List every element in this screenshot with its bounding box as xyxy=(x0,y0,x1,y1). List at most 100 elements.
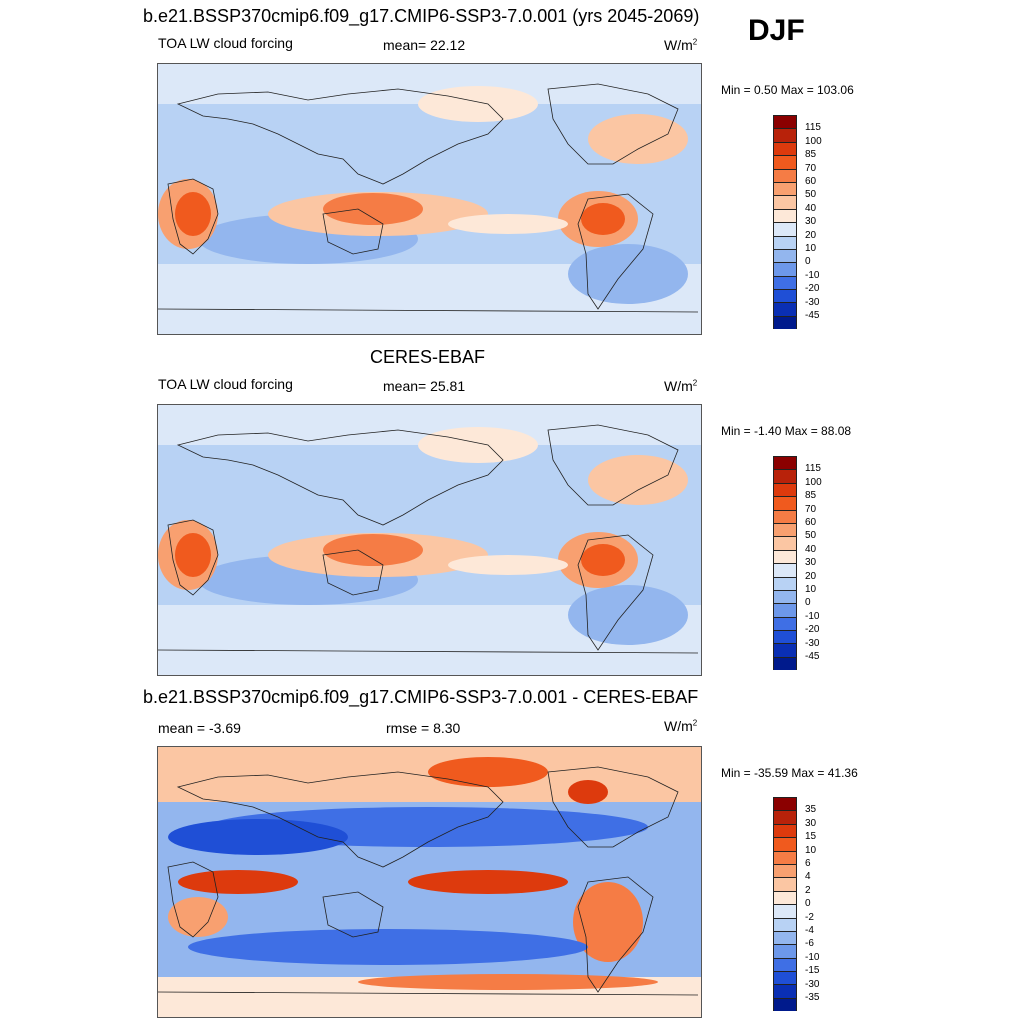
colorbar-swatch xyxy=(773,630,797,644)
colorbar-swatch xyxy=(773,456,797,470)
colorbar-tick-label: 35 xyxy=(805,804,817,816)
colorbar-tick-label: 40 xyxy=(805,543,817,555)
map-field xyxy=(158,405,701,675)
panel-2-mean-label: mean= 25.81 xyxy=(383,378,466,394)
colorbar-tick-label: 50 xyxy=(805,189,817,201)
colorbar-tick-label: 6 xyxy=(805,858,811,869)
colorbar-tick-label: 2 xyxy=(805,884,811,896)
colorbar-swatch xyxy=(773,549,797,564)
colorbar-tick-label: 4 xyxy=(805,871,811,883)
colorbar-swatch xyxy=(773,522,797,537)
colorbar-swatch xyxy=(773,482,797,497)
colorbar-tick-label: 30 xyxy=(805,817,817,829)
colorbar-swatch xyxy=(773,997,797,1012)
panel-3-title: b.e21.BSSP370cmip6.f09_g17.CMIP6-SSP3-7.… xyxy=(143,687,699,707)
colorbar-tick-label: -30 xyxy=(805,978,820,990)
panel-1-title: b.e21.BSSP370cmip6.f09_g17.CMIP6-SSP3-7.… xyxy=(143,6,700,26)
colorbar-tick-label: -15 xyxy=(805,965,820,977)
colorbar-swatch xyxy=(773,289,797,303)
colorbar-tick-label: 115 xyxy=(805,122,821,134)
map-field xyxy=(158,747,701,1017)
panel-1-units: W/m2 xyxy=(664,37,698,53)
colorbar-tick-label: 70 xyxy=(805,503,817,515)
colorbar-swatch xyxy=(773,208,797,223)
panel-2-colorbar: 115 100 85 70 60 50 40 30 20 10 0 -10 -20 -30 -45 xyxy=(773,456,822,671)
colorbar-tick-label: 30 xyxy=(805,557,817,569)
colorbar-tick-label: 30 xyxy=(805,216,817,228)
colorbar-swatch xyxy=(773,957,797,972)
panel-2-map xyxy=(157,404,702,676)
colorbar-tick-label: -20 xyxy=(805,624,820,636)
colorbar-swatch xyxy=(773,275,797,290)
colorbar-swatch xyxy=(773,235,797,249)
colorbar-tick-label: -35 xyxy=(805,992,820,1003)
colorbar-tick-label: 100 xyxy=(805,476,822,488)
colorbar-swatch xyxy=(773,971,797,985)
colorbar-swatch xyxy=(773,509,797,523)
panel-1-map xyxy=(157,63,702,335)
colorbar-tick-label: 0 xyxy=(805,898,811,910)
colorbar-swatch xyxy=(773,469,797,483)
panel-3-mean-label: mean = -3.69 xyxy=(158,720,241,736)
colorbar-swatch xyxy=(773,890,797,905)
colorbar-tick-label: 85 xyxy=(805,149,817,161)
colorbar-swatch xyxy=(773,917,797,931)
colorbar-tick-label: 100 xyxy=(805,135,822,147)
panel-2-minmax: Min = -1.40 Max = 88.08 xyxy=(721,424,852,438)
colorbar-tick-label: -20 xyxy=(805,283,820,295)
colorbar-tick-label: 20 xyxy=(805,229,817,241)
panel-3-colorbar: 35 30 15 10 6 4 2 0 -2 -4 -6 -10 -15 -30 -35 xyxy=(773,797,819,1012)
colorbar-tick-label: 0 xyxy=(805,256,811,268)
colorbar-tick-label: -45 xyxy=(805,310,820,321)
colorbar-tick-label: -45 xyxy=(805,651,820,662)
colorbar-swatch xyxy=(773,315,797,330)
colorbar-swatch xyxy=(773,810,797,824)
colorbar-tick-label: 60 xyxy=(805,517,817,528)
colorbar-tick-label: 40 xyxy=(805,202,817,214)
colorbar-swatch xyxy=(773,589,797,604)
panel-2-variable-label: TOA LW cloud forcing xyxy=(158,376,293,392)
colorbar-tick-label: -6 xyxy=(805,938,814,950)
panel-1-minmax: Min = 0.50 Max = 103.06 xyxy=(721,83,854,97)
colorbar-swatch xyxy=(773,850,797,864)
colorbar-swatch xyxy=(773,115,797,129)
colorbar-tick-label: 10 xyxy=(805,844,817,856)
colorbar-swatch xyxy=(773,248,797,263)
colorbar-swatch xyxy=(773,797,797,811)
panel-1-colorbar: 115 100 85 70 60 50 40 30 20 10 0 -10 -20 -30 -45 xyxy=(773,115,822,330)
colorbar-tick-label: 70 xyxy=(805,162,817,174)
colorbar-swatch xyxy=(773,656,797,671)
panel-2-units: W/m2 xyxy=(664,378,698,394)
colorbar-swatch xyxy=(773,128,797,142)
colorbar-tick-label: -10 xyxy=(805,951,820,963)
colorbar-tick-label: 15 xyxy=(805,831,817,843)
colorbar-swatch xyxy=(773,984,797,998)
colorbar-tick-label: 10 xyxy=(805,584,817,595)
colorbar-tick-label: -4 xyxy=(805,925,814,936)
colorbar-tick-label: -30 xyxy=(805,637,820,649)
colorbar-tick-label: -30 xyxy=(805,296,820,308)
panel-3-rmse-label: rmse = 8.30 xyxy=(386,720,461,736)
colorbar-tick-label: -10 xyxy=(805,269,820,281)
colorbar-tick-label: -10 xyxy=(805,610,820,622)
season-label: DJF xyxy=(748,14,805,47)
panel-3-minmax: Min = -35.59 Max = 41.36 xyxy=(721,766,858,780)
colorbar-tick-label: 0 xyxy=(805,597,811,609)
colorbar-swatch xyxy=(773,563,797,577)
colorbar-swatch xyxy=(773,944,797,958)
panel-3-units: W/m2 xyxy=(664,718,698,734)
colorbar-swatch xyxy=(773,863,797,878)
colorbar-swatch xyxy=(773,823,797,838)
colorbar-swatch xyxy=(773,195,797,209)
colorbar-swatch xyxy=(773,877,797,891)
colorbar-swatch xyxy=(773,155,797,169)
colorbar-tick-label: 20 xyxy=(805,570,817,582)
colorbar-swatch xyxy=(773,576,797,590)
colorbar-swatch xyxy=(773,904,797,918)
colorbar-swatch xyxy=(773,168,797,182)
colorbar-swatch xyxy=(773,496,797,510)
colorbar-tick-label: -2 xyxy=(805,911,814,923)
colorbar-swatch xyxy=(773,837,797,851)
panel-3-map xyxy=(157,746,702,1018)
colorbar-tick-label: 85 xyxy=(805,490,817,502)
